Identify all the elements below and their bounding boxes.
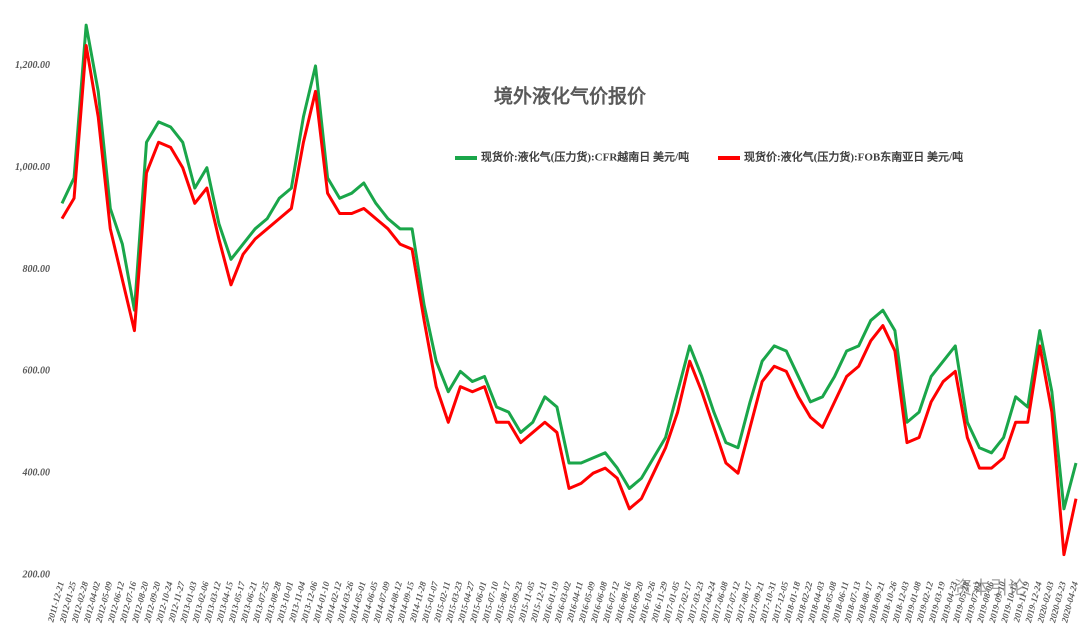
y-tick-label: 1,200.00 bbox=[15, 60, 50, 71]
series-line bbox=[60, 23, 1078, 511]
y-tick-label: 1,000.00 bbox=[15, 162, 50, 173]
y-tick-label: 800.00 bbox=[23, 264, 51, 275]
watermark: 资本引论 bbox=[954, 578, 1026, 598]
series-line bbox=[60, 44, 1078, 557]
chart-title: 境外液化气价报价 bbox=[494, 84, 647, 107]
y-tick-label: 400.00 bbox=[22, 467, 51, 478]
legend-label: 现货价:液化气(压力货):CFR越南日 美元/吨 bbox=[481, 150, 689, 164]
y-tick-label: 200.00 bbox=[22, 569, 51, 580]
legend-label: 现货价:液化气(压力货):FOB东南亚日 美元/吨 bbox=[744, 150, 963, 164]
y-tick-label: 600.00 bbox=[23, 366, 51, 377]
